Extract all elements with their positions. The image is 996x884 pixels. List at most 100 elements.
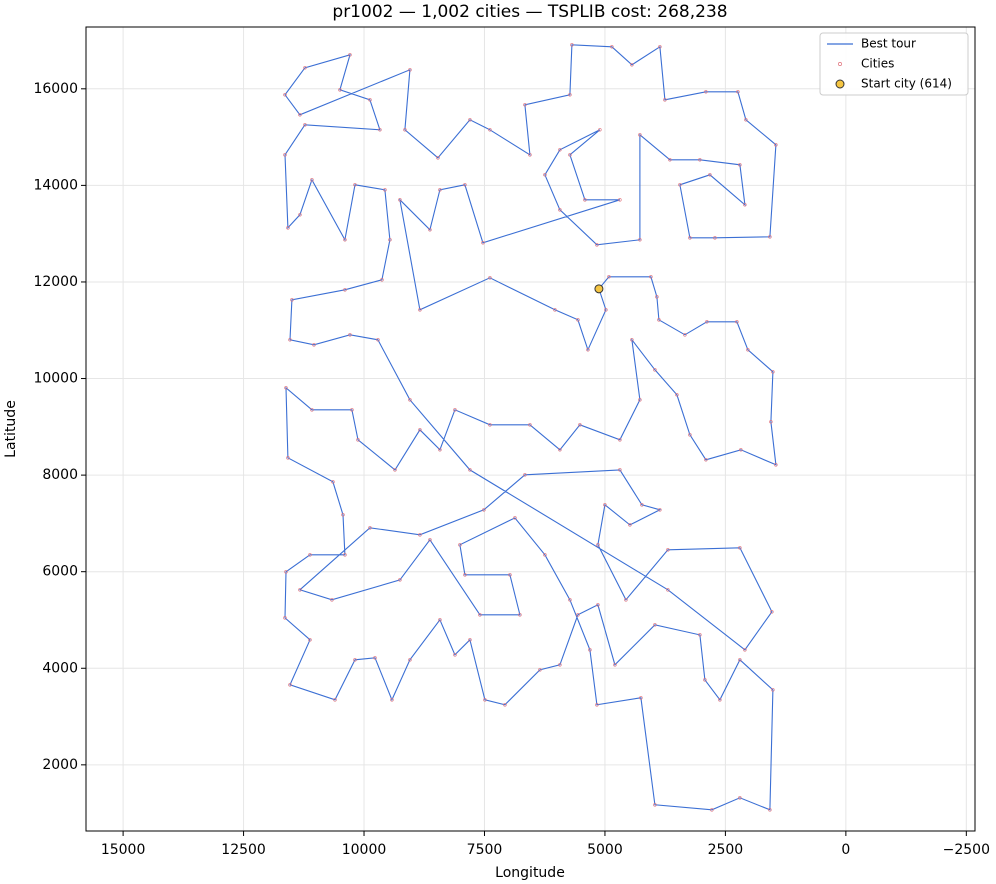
city-point (595, 243, 599, 247)
city-point (488, 423, 492, 427)
city-point (595, 703, 599, 707)
city-point (383, 188, 387, 192)
city-point (630, 338, 634, 342)
city-point (588, 648, 592, 652)
city-point (463, 183, 467, 187)
x-tick-label: 15000 (101, 842, 146, 858)
city-point (458, 543, 462, 547)
y-tick-label: 16000 (33, 81, 78, 97)
city-point (298, 113, 302, 117)
city-point (639, 696, 643, 700)
city-point (388, 238, 392, 242)
city-point (312, 343, 316, 347)
city-point (308, 638, 312, 642)
x-tick-label: 2500 (708, 842, 744, 858)
city-point (610, 45, 614, 49)
city-point (738, 546, 742, 550)
city-point (558, 663, 562, 667)
city-point (583, 198, 587, 202)
city-point (638, 398, 642, 402)
city-point (376, 338, 380, 342)
city-point (683, 333, 687, 337)
city-point (284, 570, 288, 574)
city-point (618, 468, 622, 472)
x-tick-label: 7500 (467, 842, 503, 858)
city-point (657, 318, 661, 322)
city-point (523, 103, 527, 107)
city-point (398, 198, 402, 202)
legend-label: Start city (614) (861, 77, 952, 91)
city-point (350, 408, 354, 412)
city-point (373, 656, 377, 660)
city-point (638, 133, 642, 137)
y-tick-label: 12000 (33, 274, 78, 290)
city-point (703, 678, 707, 682)
city-point (298, 588, 302, 592)
city-point (468, 468, 472, 472)
city-point (478, 613, 482, 617)
city-point (743, 648, 747, 652)
city-point (310, 408, 314, 412)
city-point (771, 688, 775, 692)
city-point (436, 156, 440, 160)
legend-marker (835, 79, 845, 89)
city-point (698, 633, 702, 637)
legend-dot (838, 62, 842, 66)
city-point (653, 368, 657, 372)
city-point (618, 438, 622, 442)
city-point (558, 208, 562, 212)
city-point (523, 473, 527, 477)
x-tick-label: 5000 (587, 842, 623, 858)
city-point (343, 553, 347, 557)
city-point (658, 45, 662, 49)
city-point (768, 808, 772, 812)
y-axis-label: Latitude (3, 400, 19, 458)
city-point (678, 183, 682, 187)
city-point (333, 698, 337, 702)
city-point (736, 90, 740, 94)
city-point (624, 598, 628, 602)
city-point (286, 226, 290, 230)
city-point (675, 393, 679, 397)
city-point (408, 398, 412, 402)
city-point (698, 158, 702, 162)
city-point (503, 703, 507, 707)
city-point (428, 538, 432, 542)
city-point (604, 308, 608, 312)
city-point (488, 276, 492, 280)
city-point (284, 386, 288, 390)
city-point (688, 433, 692, 437)
city-point (343, 288, 347, 292)
city-point (543, 553, 547, 557)
city-point (418, 533, 422, 537)
city-point (438, 188, 442, 192)
city-point (568, 598, 572, 602)
city-point (408, 68, 412, 72)
x-tick-label: 10000 (342, 842, 387, 858)
city-point (290, 298, 294, 302)
y-tick-label: 2000 (42, 757, 78, 773)
city-point (568, 93, 572, 97)
city-point (408, 658, 412, 662)
city-point (378, 128, 382, 132)
city-point (570, 43, 574, 47)
start-city (594, 284, 604, 294)
city-point (738, 658, 742, 662)
city-point (481, 241, 485, 245)
city-point (649, 275, 653, 279)
city-point (418, 308, 422, 312)
city-point (653, 623, 657, 627)
city-point (528, 423, 532, 427)
city-point (368, 98, 372, 102)
city-point (343, 238, 347, 242)
city-point (704, 90, 708, 94)
city-point (770, 610, 774, 614)
y-tick-label: 14000 (33, 177, 78, 193)
city-point (735, 320, 739, 324)
city-point (368, 526, 372, 530)
city-point (769, 420, 773, 424)
city-point (576, 318, 580, 322)
city-point (630, 63, 634, 67)
city-point (558, 148, 562, 152)
city-point (586, 348, 590, 352)
